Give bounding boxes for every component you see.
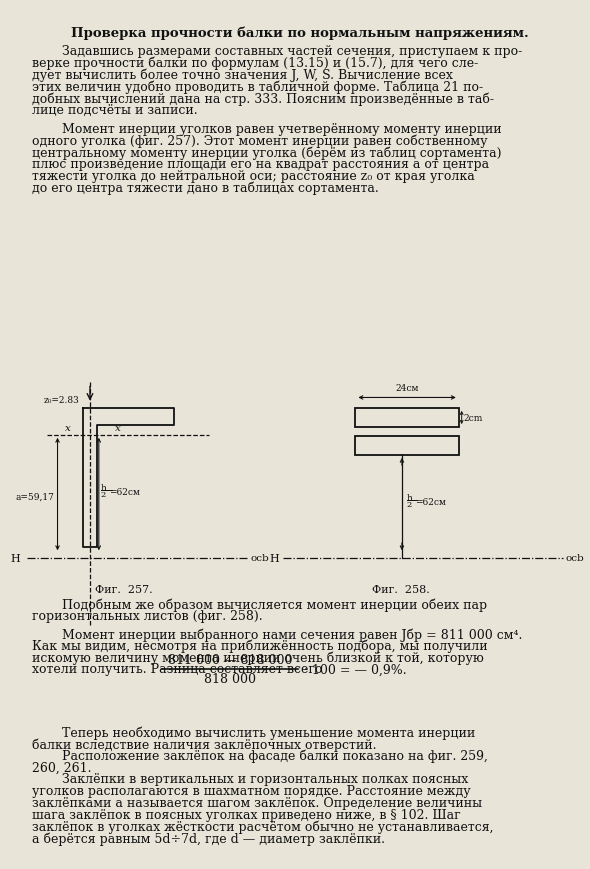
- Text: горизонтальных листов (фиг. 258).: горизонтальных листов (фиг. 258).: [32, 610, 263, 622]
- Text: одного уголка (фиг. 257). Этот момент инерции равен собственному: одного уголка (фиг. 257). Этот момент ин…: [32, 134, 488, 148]
- Text: x: x: [65, 424, 71, 433]
- Text: Момент инерции выбранного нами сечения равен Jбр = 811 000 см⁴.: Момент инерции выбранного нами сечения р…: [62, 627, 522, 641]
- Text: Задавшись размерами составных частей сечения, приступаем к про-: Задавшись размерами составных частей сеч…: [62, 45, 522, 58]
- Text: 2: 2: [100, 490, 106, 498]
- Text: Момент инерции уголков равен учетверённому моменту инерции: Момент инерции уголков равен учетверённо…: [62, 123, 502, 136]
- Text: Н: Н: [269, 553, 279, 563]
- Text: Подобным же образом вычисляется момент инерции обеих пар: Подобным же образом вычисляется момент и…: [62, 598, 487, 612]
- Text: искомую величину момента инерции очень близкой к той, которую: искомую величину момента инерции очень б…: [32, 651, 484, 665]
- Text: · 100 = — 0,9%.: · 100 = — 0,9%.: [304, 663, 407, 675]
- Text: добных вычислений дана на стр. 333. Поясним произведённые в таб-: добных вычислений дана на стр. 333. Пояс…: [32, 92, 494, 106]
- Text: а берётся равным 5d÷7d, где d — диаметр заклёпки.: а берётся равным 5d÷7d, где d — диаметр …: [32, 831, 385, 845]
- Text: h: h: [100, 483, 106, 493]
- Text: этих величин удобно проводить в табличной форме. Таблица 21 по-: этих величин удобно проводить в таблично…: [32, 81, 484, 94]
- Text: хотели получить. Разница составляет всего: хотели получить. Разница составляет всег…: [32, 662, 323, 675]
- Text: Фиг.  258.: Фиг. 258.: [372, 584, 430, 594]
- Text: Как мы видим, несмотря на приближённость подбора, мы получили: Как мы видим, несмотря на приближённость…: [32, 640, 488, 653]
- Text: a=59,17: a=59,17: [16, 492, 54, 501]
- Text: z₀=2.83: z₀=2.83: [44, 395, 80, 404]
- Text: =62см: =62см: [415, 498, 446, 507]
- Text: центральному моменту инерции уголка (берём из таблиц сортамента): центральному моменту инерции уголка (бер…: [32, 146, 502, 160]
- Text: 260, 261.: 260, 261.: [32, 761, 92, 773]
- Text: 2сm: 2сm: [464, 414, 483, 422]
- Text: Н: Н: [11, 553, 21, 563]
- Text: =62см: =62см: [109, 488, 140, 497]
- Bar: [355, 408, 459, 428]
- Text: дует вычислить более точно значения J, W, S. Вычисление всех: дует вычислить более точно значения J, W…: [32, 69, 453, 83]
- Text: плюс произведение площади его на квадрат расстояния a от центра: плюс произведение площади его на квадрат…: [32, 158, 490, 170]
- Text: осb: осb: [251, 554, 270, 562]
- Text: Проверка прочности балки по нормальным напряжениям.: Проверка прочности балки по нормальным н…: [71, 26, 529, 40]
- Text: 24см: 24см: [395, 384, 419, 393]
- Text: Фиг.  257.: Фиг. 257.: [95, 584, 153, 594]
- Text: шага заклёпок в поясных уголках приведено ниже, в § 102. Шаг: шага заклёпок в поясных уголках приведен…: [32, 808, 461, 820]
- Text: 811 000 — 818 000: 811 000 — 818 000: [168, 653, 293, 667]
- Text: до его центра тяжести дано в таблицах сортамента.: до его центра тяжести дано в таблицах со…: [32, 182, 379, 195]
- Text: заклёпками a называется шагом заклёпок. Определение величины: заклёпками a называется шагом заклёпок. …: [32, 796, 483, 809]
- Text: тяжести уголка до нейтральной оси; расстояние z₀ от края уголка: тяжести уголка до нейтральной оси; расст…: [32, 169, 475, 182]
- Text: Заклёпки в вертикальных и горизонтальных полках поясных: Заклёпки в вертикальных и горизонтальных…: [62, 773, 468, 786]
- Text: заклёпок в уголках жёсткости расчётом обычно не устанавливается,: заклёпок в уголках жёсткости расчётом об…: [32, 819, 494, 833]
- Text: лице подсчёты и записи.: лице подсчёты и записи.: [32, 104, 198, 116]
- Text: Теперь необходимо вычислить уменьшение момента инерции: Теперь необходимо вычислить уменьшение м…: [62, 726, 475, 740]
- Text: x: x: [115, 424, 121, 433]
- Text: осb: осb: [565, 554, 584, 562]
- Text: 2: 2: [407, 500, 412, 508]
- Text: h: h: [407, 494, 412, 502]
- Text: Расположение заклёпок на фасаде балки показано на фиг. 259,: Расположение заклёпок на фасаде балки по…: [62, 749, 488, 763]
- Text: 818 000: 818 000: [204, 672, 256, 685]
- Text: уголков располагаются в шахматном порядке. Расстояние между: уголков располагаются в шахматном порядк…: [32, 784, 471, 797]
- Text: верке прочности балки по формулам (13.15) и (15.7), для чего сле-: верке прочности балки по формулам (13.15…: [32, 57, 478, 70]
- Text: балки вследствие наличия заклёпочных отверстий.: балки вследствие наличия заклёпочных отв…: [32, 737, 377, 751]
- Bar: [355, 436, 459, 455]
